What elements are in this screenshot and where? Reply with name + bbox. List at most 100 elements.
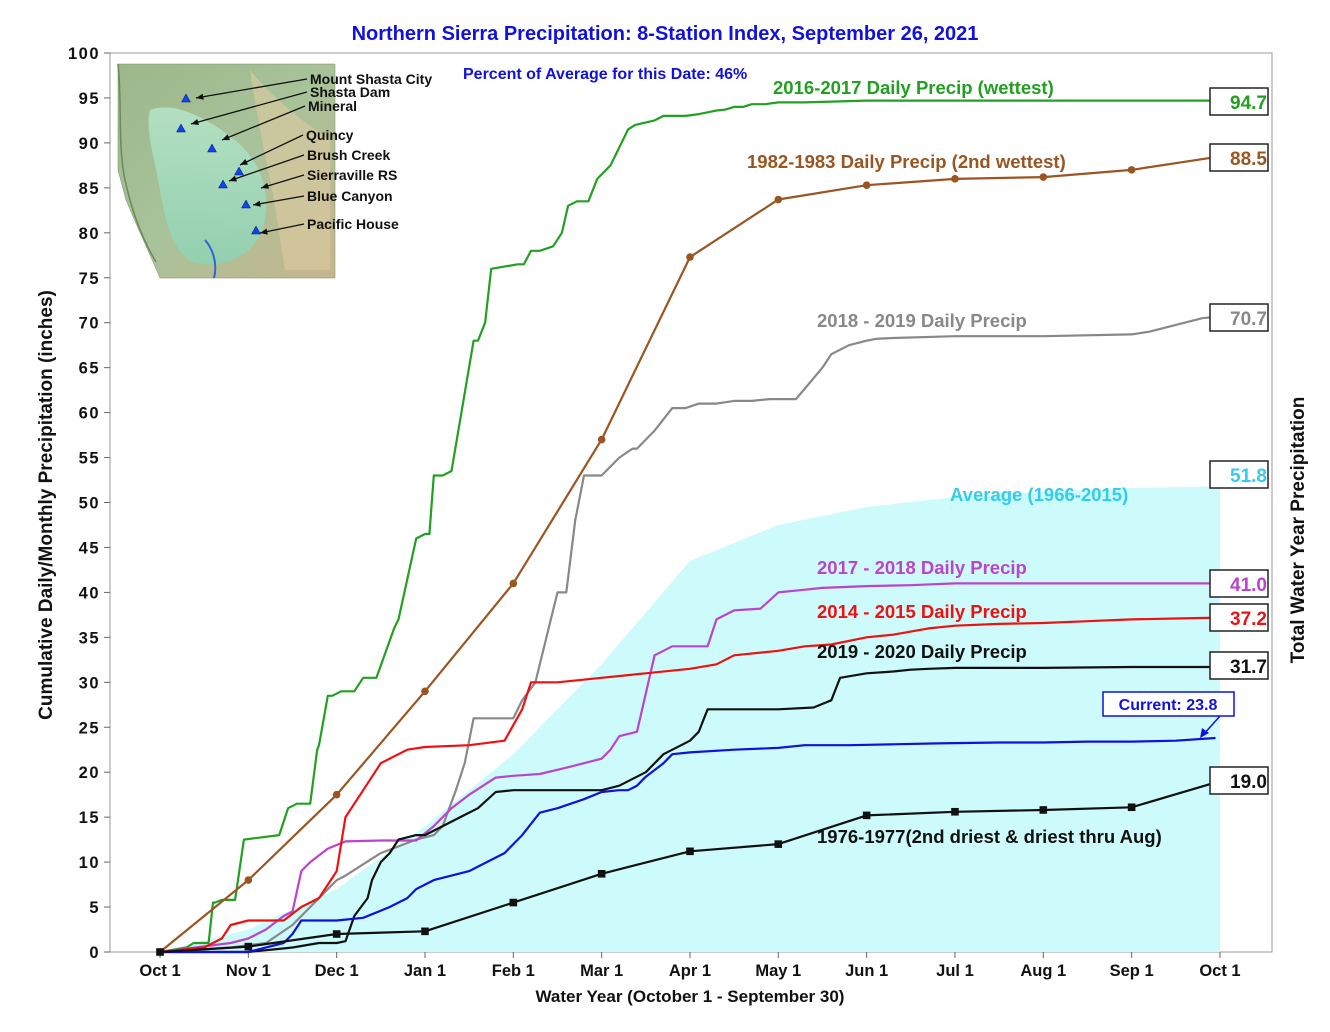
series-label-2019-2020: 2019 - 2020 Daily Precip bbox=[817, 641, 1027, 662]
data-point bbox=[1127, 166, 1136, 174]
data-point bbox=[509, 579, 518, 588]
y-tick-label: 70 bbox=[79, 315, 100, 333]
y-tick-label: 85 bbox=[79, 180, 100, 198]
series-layer bbox=[156, 99, 1224, 956]
station-label: Pacific House bbox=[307, 216, 399, 232]
data-point bbox=[686, 847, 694, 856]
station-pointer-arrowhead bbox=[253, 200, 261, 207]
x-tick-label: Jun 1 bbox=[845, 962, 888, 980]
station-label: Mount Shasta City bbox=[310, 71, 432, 87]
data-point bbox=[597, 869, 606, 878]
data-point bbox=[1127, 803, 1136, 812]
total-value-2014-2015: 37.2 bbox=[1230, 609, 1267, 630]
data-point bbox=[774, 840, 783, 848]
station-label: Sierraville RS bbox=[307, 167, 397, 183]
station-pointer-arrowhead bbox=[240, 159, 248, 165]
series-label-1976-1977: 1976-1977(2nd driest & driest thru Aug) bbox=[817, 826, 1162, 847]
x-tick-label: Aug 1 bbox=[1020, 962, 1066, 980]
chart-title: Northern Sierra Precipitation: 8-Station… bbox=[352, 23, 979, 45]
station-pointer-arrowhead bbox=[191, 119, 199, 125]
x-axis: Oct 1 Nov 1 Dec 1 Jan 1 Feb 1 Mar 1 Apr 1 May 1… bbox=[139, 952, 1241, 980]
series-label-2018-2019: 2018 - 2019 Daily Precip bbox=[817, 310, 1027, 331]
station-label: Mineral bbox=[308, 98, 357, 114]
station-label: Quincy bbox=[306, 127, 354, 143]
station-pointer-arrowhead bbox=[261, 182, 269, 189]
y-tick-label: 25 bbox=[79, 719, 100, 737]
station-pointer-arrowhead bbox=[260, 228, 268, 235]
station-pointer bbox=[239, 134, 304, 166]
station-pointer-arrowhead bbox=[229, 175, 237, 182]
station-marker-icon bbox=[218, 179, 228, 189]
y-axis-title: Cumulative Daily/Monthly Precipitation (… bbox=[36, 290, 57, 720]
total-value-2017-2018: 41.0 bbox=[1230, 575, 1267, 596]
y-axis: 0 5 10 15 20 25 30 35 40 45 50 55 60 65 70 75 80 85 90 95 10… bbox=[68, 45, 110, 962]
total-value-2018-2019: 70.7 bbox=[1230, 309, 1267, 330]
station-label: Brush Creek bbox=[307, 147, 390, 163]
data-point bbox=[862, 181, 871, 189]
data-point bbox=[862, 811, 871, 820]
y-tick-label: 40 bbox=[79, 584, 100, 602]
data-point bbox=[686, 253, 694, 261]
total-box-1982-1983: 88.5 bbox=[1209, 143, 1269, 172]
series-label-average: Average (1966-2015) bbox=[950, 484, 1128, 505]
y-tick-label: 65 bbox=[79, 360, 100, 378]
y-tick-label: 5 bbox=[89, 899, 100, 917]
x-tick-label: Mar 1 bbox=[580, 962, 623, 980]
series-line-0 bbox=[159, 99, 1220, 954]
series-label-2014-2015: 2014 - 2015 Daily Precip bbox=[817, 601, 1027, 622]
series-line-5 bbox=[160, 665, 1220, 954]
total-value-1976-1977: 19.0 bbox=[1230, 772, 1267, 793]
data-point bbox=[244, 876, 253, 884]
total-box-2016-2017: 94.7 bbox=[1209, 87, 1269, 116]
station-pointer bbox=[259, 223, 305, 234]
station-marker-icon bbox=[251, 225, 261, 235]
y-tick-label: 75 bbox=[79, 270, 100, 288]
inset-map-valley bbox=[148, 107, 267, 265]
y-tick-label: 15 bbox=[79, 809, 100, 827]
station-marker-icon bbox=[176, 123, 186, 133]
data-point bbox=[509, 898, 518, 907]
current-callout-label: Current: 23.8 bbox=[1119, 697, 1218, 714]
data-point bbox=[332, 790, 341, 799]
y-tick-label: 95 bbox=[79, 90, 100, 108]
series-label-2016-2017: 2016-2017 Daily Precip (wettest) bbox=[773, 77, 1054, 98]
y-tick-label: 55 bbox=[79, 450, 100, 468]
y-tick-label: 60 bbox=[79, 405, 100, 423]
series-label-1982-1983: 1982-1983 Daily Precip (2nd wettest) bbox=[747, 151, 1066, 172]
series-line-6 bbox=[160, 736, 1216, 954]
y-tick-label: 80 bbox=[79, 225, 100, 243]
total-value-average: 51.8 bbox=[1230, 466, 1267, 487]
data-point bbox=[1039, 173, 1048, 181]
station-pointer bbox=[195, 78, 308, 99]
data-point bbox=[421, 687, 429, 696]
data-point bbox=[332, 930, 341, 938]
station-label: Shasta Dam bbox=[310, 84, 390, 100]
series-label-2017-2018: 2017 - 2018 Daily Precip bbox=[817, 557, 1027, 578]
series-line-4 bbox=[159, 616, 1221, 954]
total-value-2016-2017: 94.7 bbox=[1230, 93, 1267, 114]
x-tick-label: Apr 1 bbox=[669, 962, 711, 980]
station-label: Blue Canyon bbox=[307, 188, 393, 204]
y-tick-label: 0 bbox=[89, 944, 100, 962]
x-tick-label: Oct 1 bbox=[139, 962, 180, 980]
data-point bbox=[156, 948, 164, 956]
y-tick-label: 10 bbox=[79, 854, 100, 872]
station-pointer bbox=[260, 174, 305, 189]
current-callout: Current: 23.8 bbox=[1102, 691, 1235, 738]
chart-subtitle: Percent of Average for this Date: 46% bbox=[463, 66, 747, 83]
station-pointer-arrowhead bbox=[196, 93, 204, 100]
total-box-2014-2015: 37.2 bbox=[1209, 603, 1269, 632]
station-marker-icon bbox=[181, 93, 191, 103]
y2-axis-title: Total Water Year Precipitation bbox=[1288, 397, 1309, 664]
data-point bbox=[244, 942, 253, 951]
total-box-average: 51.8 bbox=[1209, 460, 1269, 489]
series-line-2 bbox=[159, 315, 1221, 954]
station-pointer-arrowhead bbox=[222, 134, 230, 141]
data-point bbox=[774, 195, 783, 204]
station-pointer bbox=[228, 154, 305, 182]
total-box-2019-2020: 31.7 bbox=[1209, 651, 1269, 680]
data-point bbox=[951, 807, 959, 816]
